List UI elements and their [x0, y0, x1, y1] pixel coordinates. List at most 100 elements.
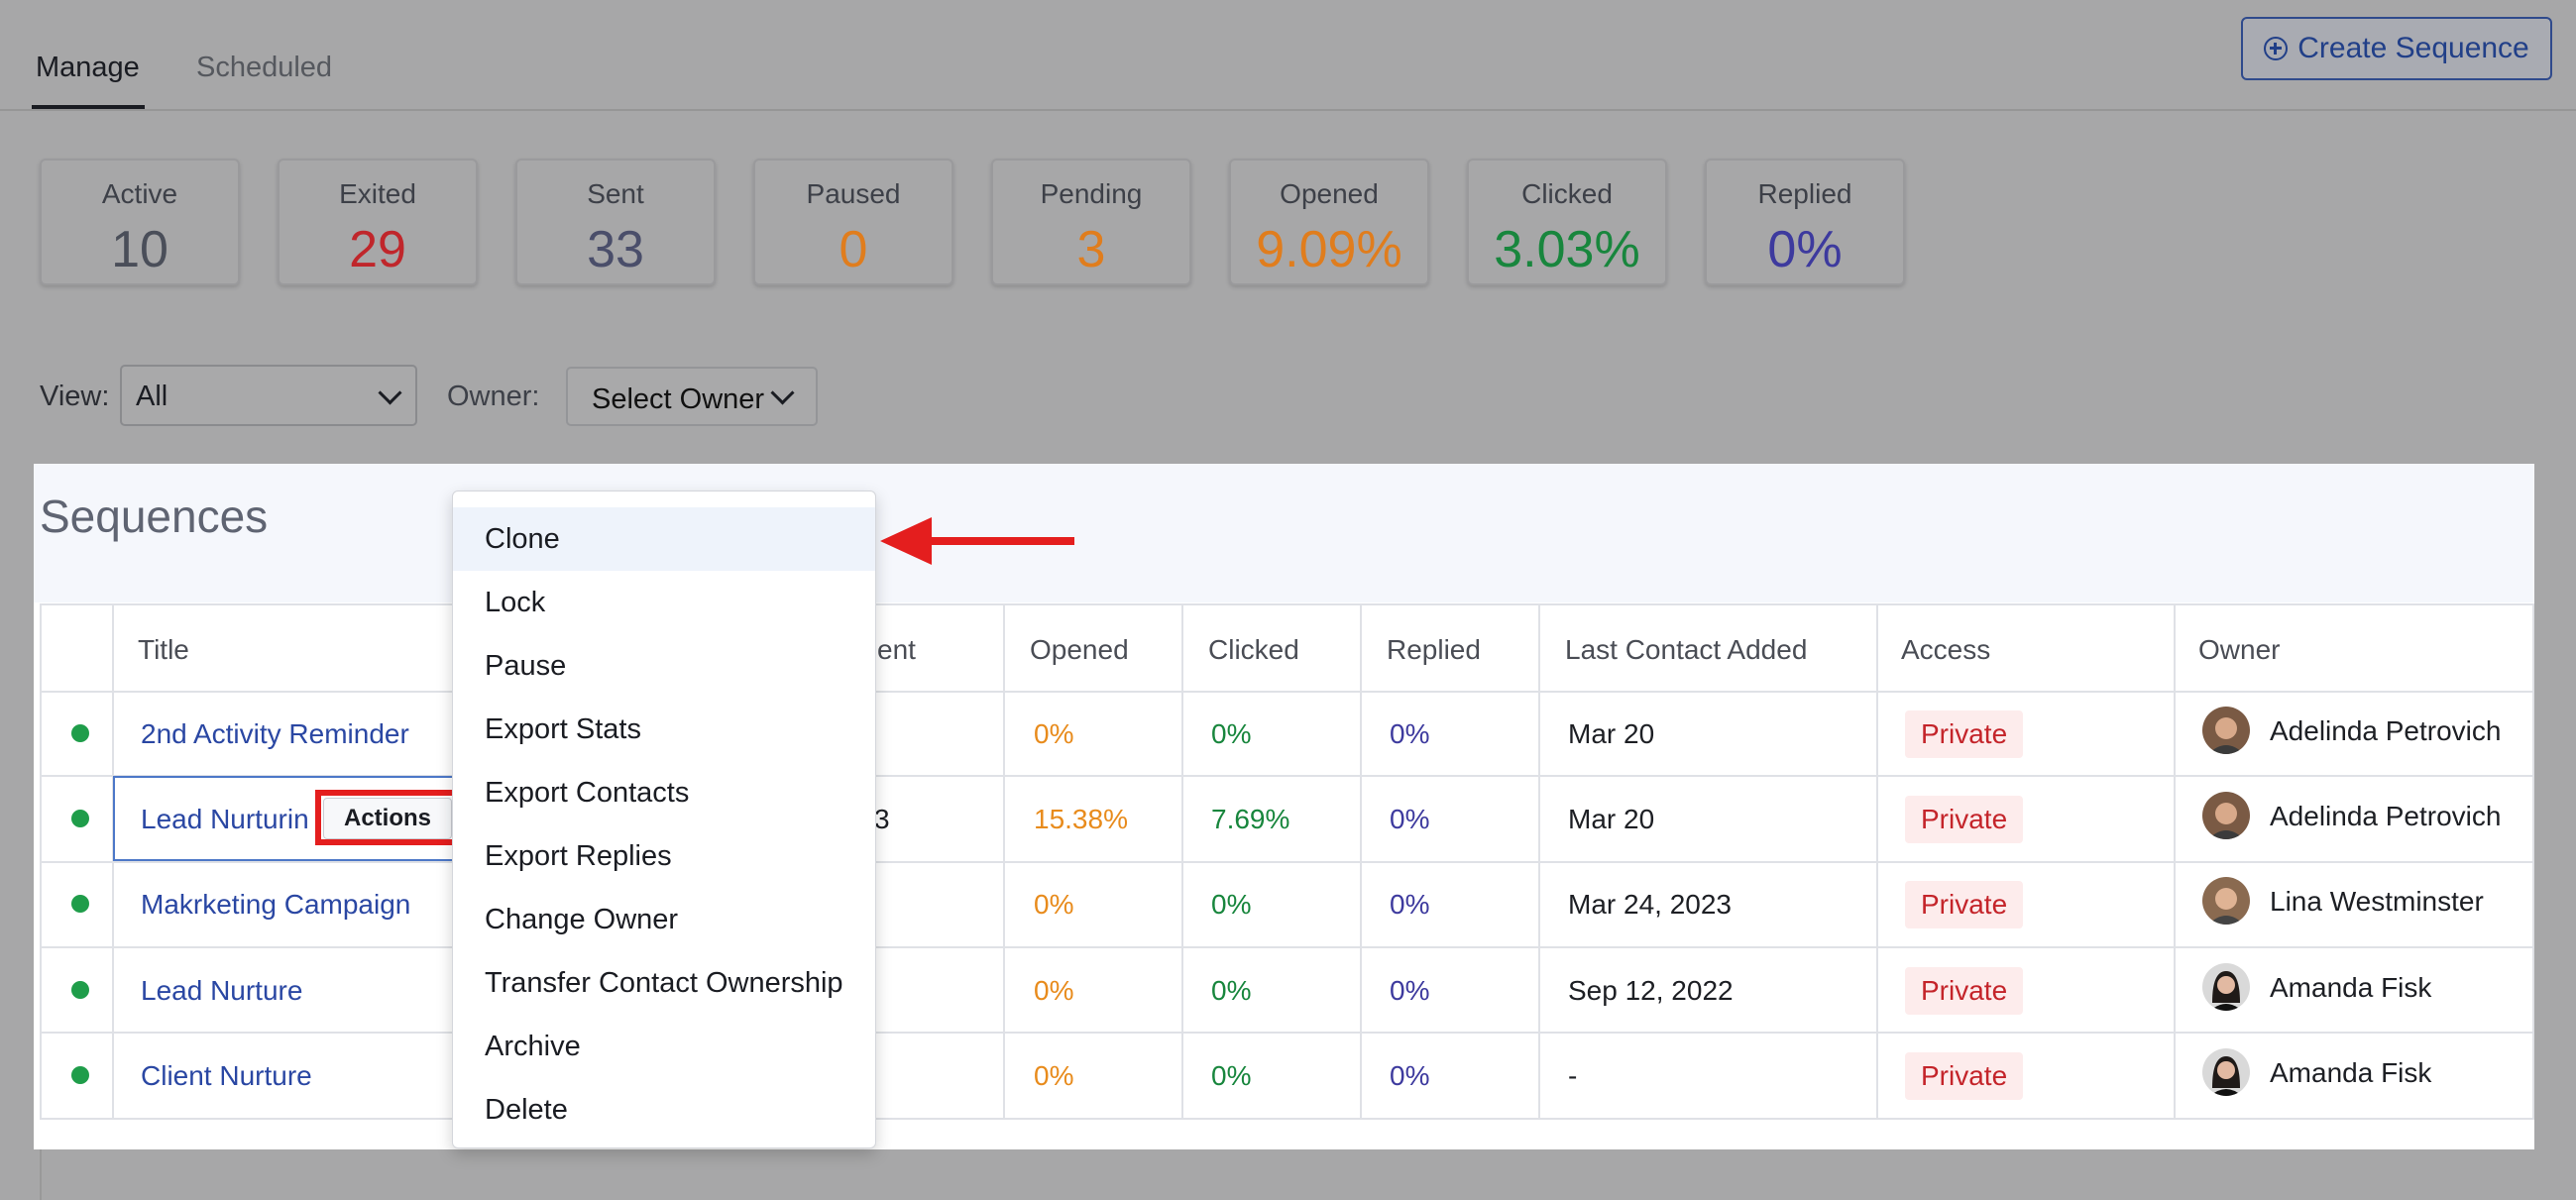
owner-filter-label: Owner:	[447, 381, 540, 412]
stat-value: 0%	[1767, 221, 1843, 278]
menu-item-pause[interactable]: Pause	[485, 650, 567, 682]
access-badge: Private	[1905, 967, 2024, 1015]
replied-value: 0%	[1390, 804, 1430, 834]
clicked-value: 7.69%	[1211, 804, 1290, 834]
clicked-value: 0%	[1211, 718, 1252, 749]
table-border	[40, 946, 2534, 948]
view-filter-label: View:	[40, 381, 110, 412]
clicked-value: 0%	[1211, 889, 1252, 920]
table-border	[40, 861, 2534, 863]
tab-scheduled[interactable]: Scheduled	[196, 52, 333, 83]
stat-pending: Pending 3	[991, 159, 1191, 285]
opened-value: 0%	[1034, 975, 1074, 1006]
table-border	[1876, 603, 1878, 1119]
last-contact-value: Mar 24, 2023	[1568, 889, 1732, 920]
stat-value: 10	[111, 221, 168, 278]
stat-label: Exited	[339, 178, 416, 209]
create-sequence-button[interactable]: Create Sequence	[2241, 17, 2552, 80]
menu-item-archive[interactable]: Archive	[485, 1031, 581, 1062]
table-border	[40, 603, 42, 1119]
table-border	[1360, 603, 1362, 1119]
table-border	[2174, 603, 2176, 1119]
menu-item-transfer-contact-ownership[interactable]: Transfer Contact Ownership	[485, 967, 843, 999]
opened-value: 0%	[1034, 718, 1074, 749]
status-dot	[71, 1066, 89, 1084]
sequence-title-link[interactable]: Makrketing Campaign	[141, 889, 411, 920]
menu-item-export-stats[interactable]: Export Stats	[485, 713, 641, 745]
stat-opened: Opened 9.09%	[1229, 159, 1429, 285]
actions-button[interactable]: Actions	[323, 798, 452, 839]
table-border	[40, 691, 2534, 693]
active-tab-indicator	[32, 105, 145, 109]
status-dot	[71, 810, 89, 827]
table-border	[40, 1118, 2534, 1120]
stat-replied: Replied 0%	[1705, 159, 1905, 285]
chevron-down-icon	[378, 381, 402, 405]
access-badge: Private	[1905, 1052, 2024, 1100]
panel-footer-area	[40, 1149, 2538, 1200]
last-contact-value: -	[1568, 1060, 1578, 1091]
clicked-value: 0%	[1211, 1060, 1252, 1091]
stat-label: Clicked	[1521, 178, 1613, 209]
sequence-title-link[interactable]: Client Nurture	[141, 1060, 312, 1091]
table-border	[112, 603, 114, 1119]
menu-item-export-replies[interactable]: Export Replies	[485, 840, 672, 872]
stat-sent: Sent 33	[515, 159, 716, 285]
view-select[interactable]: All	[120, 365, 417, 426]
sequence-title-link[interactable]: Lead Nurturin	[141, 804, 309, 834]
header-owner[interactable]: Owner	[2198, 634, 2281, 665]
opened-value: 0%	[1034, 1060, 1074, 1091]
page-title: Sequences	[40, 491, 269, 542]
tab-bar: Manage Scheduled	[0, 0, 2576, 111]
stat-value: 3	[1076, 221, 1106, 278]
table-border	[1538, 603, 1540, 1119]
tab-manage[interactable]: Manage	[36, 52, 140, 83]
owner-select-value: Select Owner	[592, 383, 765, 415]
stat-value: 33	[587, 221, 644, 278]
sequence-title-link[interactable]: 2nd Activity Reminder	[141, 718, 409, 749]
table-border	[2532, 603, 2534, 1119]
avatar	[2202, 1048, 2250, 1096]
header-opened[interactable]: Opened	[1030, 634, 1129, 665]
menu-item-change-owner[interactable]: Change Owner	[485, 904, 679, 935]
menu-item-clone[interactable]: Clone	[453, 507, 875, 571]
opened-value: 0%	[1034, 889, 1074, 920]
menu-item-delete[interactable]: Delete	[485, 1094, 568, 1126]
table-border	[40, 775, 2534, 777]
header-sent[interactable]: ent	[877, 634, 916, 665]
table-border	[1003, 603, 1005, 1119]
table-border	[40, 603, 2534, 605]
status-dot	[71, 895, 89, 913]
header-title[interactable]: Title	[138, 634, 189, 665]
replied-value: 0%	[1390, 975, 1430, 1006]
menu-item-lock[interactable]: Lock	[485, 587, 546, 618]
stat-exited: Exited 29	[278, 159, 478, 285]
header-replied[interactable]: Replied	[1387, 634, 1481, 665]
avatar	[2202, 877, 2250, 925]
replied-value: 0%	[1390, 889, 1430, 920]
replied-value: 0%	[1390, 718, 1430, 749]
menu-item-export-contacts[interactable]: Export Contacts	[485, 777, 690, 809]
access-badge: Private	[1905, 796, 2024, 843]
owner-name: Amanda Fisk	[2270, 1057, 2432, 1088]
last-contact-value: Mar 20	[1568, 804, 1655, 834]
last-contact-value: Mar 20	[1568, 718, 1655, 749]
opened-value: 15.38%	[1034, 804, 1128, 834]
header-last-contact-added[interactable]: Last Contact Added	[1565, 634, 1808, 665]
owner-name: Adelinda Petrovich	[2270, 715, 2502, 746]
owner-select[interactable]: Select Owner	[566, 367, 818, 426]
sequence-title-link[interactable]: Lead Nurture	[141, 975, 303, 1006]
header-clicked[interactable]: Clicked	[1208, 634, 1299, 665]
status-dot	[71, 981, 89, 999]
access-badge: Private	[1905, 881, 2024, 928]
stat-value: 3.03%	[1494, 221, 1640, 278]
stat-label: Sent	[587, 178, 644, 209]
actions-dropdown-menu: Clone Lock Pause Export Stats Export Con…	[452, 491, 876, 1148]
header-access[interactable]: Access	[1901, 634, 1991, 665]
access-badge: Private	[1905, 710, 2024, 758]
stat-label: Active	[101, 178, 178, 209]
avatar	[2202, 707, 2250, 754]
plus-circle-icon	[2264, 37, 2289, 60]
sent-value: 3	[874, 804, 890, 834]
stat-label: Replied	[1757, 178, 1852, 209]
